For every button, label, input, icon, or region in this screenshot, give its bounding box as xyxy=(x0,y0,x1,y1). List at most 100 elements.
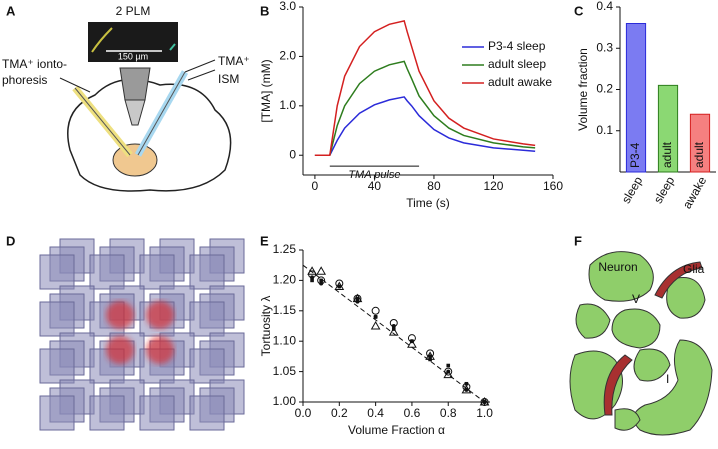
label: Neuron xyxy=(598,260,637,274)
wire xyxy=(59,77,91,93)
y-tick-label: 1.00 xyxy=(273,394,297,408)
y-tick-label: 0 xyxy=(289,147,296,161)
legend-label: P3-4 sleep xyxy=(488,39,546,53)
panel-f: Neuron Glia V I xyxy=(569,251,713,436)
x-tick-label: 0.0 xyxy=(295,406,312,420)
label: phoresis xyxy=(2,73,47,87)
cube-face xyxy=(39,254,75,290)
y-axis-label: Volume fraction xyxy=(576,48,590,131)
bar xyxy=(625,23,647,173)
x-tick-label: 1.0 xyxy=(476,406,493,420)
point xyxy=(352,293,363,303)
point xyxy=(461,384,472,394)
line xyxy=(314,96,536,156)
x-tick-label: 40 xyxy=(368,179,382,193)
y-tick-label: 3.0 xyxy=(279,0,296,13)
neuron xyxy=(614,408,641,431)
bar xyxy=(657,84,679,173)
point xyxy=(464,381,469,386)
point xyxy=(388,327,399,336)
x-tick-label: sleep xyxy=(651,174,678,206)
y-tick-label: 0.1 xyxy=(596,123,613,137)
point xyxy=(310,275,315,280)
point xyxy=(482,400,487,404)
legend-label: adult awake xyxy=(488,75,552,89)
x-tick-label: 0 xyxy=(312,179,319,193)
point xyxy=(391,327,396,331)
bar-label: adult xyxy=(692,141,706,168)
cube-face xyxy=(39,348,75,384)
label: TMA⁺ xyxy=(218,54,250,68)
y-axis-label: Tortuosity λ xyxy=(259,296,273,357)
neuron xyxy=(633,348,671,382)
y-tick-label: 1.20 xyxy=(273,273,297,287)
point xyxy=(479,396,490,406)
y-tick-label: 1.25 xyxy=(273,242,297,256)
y-tick-label: 1.10 xyxy=(273,333,297,347)
legend-label: adult sleep xyxy=(488,57,546,71)
cube-face xyxy=(39,301,75,337)
point xyxy=(334,281,345,290)
y-tick-label: 0.2 xyxy=(596,82,613,96)
neuron xyxy=(588,251,654,302)
y-tick-label: 1.0 xyxy=(279,98,296,112)
x-tick-label: sleep xyxy=(619,174,646,206)
x-tick-label: 0.6 xyxy=(404,406,421,420)
x-tick-label: 0.4 xyxy=(367,406,384,420)
wire xyxy=(184,59,216,73)
panel-label: C xyxy=(574,3,584,18)
point xyxy=(319,278,323,283)
cube-face xyxy=(189,395,225,431)
point xyxy=(307,266,317,275)
image-title: 2 PLM xyxy=(116,4,151,18)
pipette-image xyxy=(169,43,176,51)
y-tick-label: 2.0 xyxy=(279,49,296,63)
cube-face xyxy=(189,301,225,337)
panel-label: D xyxy=(6,233,15,248)
neuron xyxy=(575,303,611,339)
x-tick-label: 80 xyxy=(427,179,441,193)
y-axis-label: [TMA] (mM) xyxy=(259,59,273,122)
point xyxy=(371,306,380,315)
objective-tip xyxy=(124,99,146,126)
panel-d xyxy=(39,238,245,431)
tracer-cloud xyxy=(106,336,134,364)
neuron xyxy=(633,339,713,436)
point xyxy=(337,284,342,289)
point xyxy=(316,266,327,275)
panel-label: F xyxy=(574,233,582,248)
panel-label: E xyxy=(260,233,269,248)
cube-face xyxy=(89,254,125,290)
label: TMA⁺ ionto- xyxy=(2,57,67,71)
panel-label: A xyxy=(6,3,16,18)
cube-face xyxy=(89,395,125,431)
pipette-image xyxy=(91,27,113,53)
cube-face xyxy=(39,395,75,431)
y-tick-label: 0.4 xyxy=(596,0,613,13)
fit-line xyxy=(302,264,485,403)
point xyxy=(355,296,360,301)
point xyxy=(373,315,378,319)
point xyxy=(310,278,314,283)
x-axis-label: Time (s) xyxy=(406,196,450,210)
bar xyxy=(689,113,711,173)
point xyxy=(444,367,453,376)
neuron xyxy=(611,308,661,349)
label: I xyxy=(666,372,669,386)
scale-label: 150 µm xyxy=(118,51,148,61)
line xyxy=(314,19,536,156)
panel-a: 2 PLM 150 µm TMA⁺ ionto- phoresis TMA⁺ I… xyxy=(2,4,250,192)
point xyxy=(410,339,414,343)
skull-window xyxy=(112,143,158,177)
y-tick-label: 0.3 xyxy=(596,40,613,54)
point xyxy=(370,320,381,330)
glia xyxy=(654,261,703,299)
point xyxy=(464,387,469,392)
line xyxy=(314,60,536,156)
cube-face xyxy=(139,395,175,431)
neuron xyxy=(666,277,706,319)
x-tick-label: 0.2 xyxy=(331,406,348,420)
point xyxy=(391,324,396,328)
pulse-label: TMA pulse xyxy=(348,169,400,181)
